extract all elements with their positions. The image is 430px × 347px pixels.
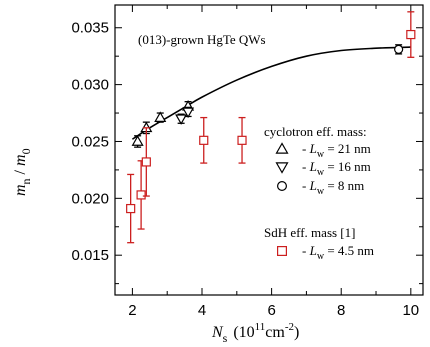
y-axis-num: m: [12, 184, 29, 196]
marker-square: [141, 157, 151, 167]
marker-square: [136, 190, 146, 200]
legend-entry-label: - Lw = 4.5 nm: [302, 243, 374, 262]
marker-triangle-up: [154, 111, 167, 122]
y-axis-num-sub: n: [19, 178, 33, 184]
y-tick-label: 0.020: [71, 190, 109, 207]
x-axis-unit-pre: (10: [233, 324, 254, 341]
y-axis-den-sub: 0: [19, 148, 33, 154]
marker-square: [277, 246, 288, 257]
legend-group2-title: SdH eff. mass [1]: [264, 225, 355, 240]
x-tick-label: 10: [402, 302, 419, 319]
marker-circle: [277, 181, 288, 192]
data-marks-layer: [126, 11, 416, 244]
x-tick-label: 8: [337, 302, 345, 319]
y-tick-label: 0.035: [71, 20, 109, 37]
legend-entry-label: - Lw = 8 nm: [302, 178, 364, 197]
y-axis-label: mn / m0: [12, 148, 33, 196]
marker-triangle-up: [275, 142, 289, 154]
marker-triangle-down: [182, 107, 195, 119]
marker-triangle-down: [175, 114, 188, 125]
y-tick-label: 0.030: [71, 77, 109, 94]
x-axis-label: Ns (1011cm-2): [211, 321, 299, 345]
marker-triangle-up: [131, 135, 144, 146]
chart-annotation: (013)-grown HgTe QWs: [138, 32, 266, 47]
x-axis-unit-post: ): [294, 324, 299, 341]
x-axis-var-sub: s: [223, 331, 228, 345]
marker-square: [126, 203, 136, 214]
marker-square: [237, 135, 247, 145]
plot-frame: [114, 4, 424, 296]
x-tick-label: 6: [267, 302, 275, 319]
x-axis-unit-exp1: 11: [255, 321, 266, 333]
marker-triangle-down: [275, 162, 289, 174]
legend: - Lw = 21 nm- Lw = 16 nm- Lw = 8 nm - Lw …: [275, 141, 374, 262]
axis-ticks: 2 4 6 8 10 0.015 0.020 0.025 0.030 0.035: [71, 5, 423, 319]
marker-circle: [394, 44, 404, 54]
x-tick-label: 4: [198, 302, 206, 319]
y-tick-label: 0.015: [71, 247, 109, 264]
legend-entry-label: - Lw = 21 nm: [302, 141, 371, 160]
x-axis-unit-exp2: -2: [285, 321, 294, 333]
y-axis-sep: /: [12, 166, 29, 178]
x-axis-var: N: [211, 324, 224, 341]
marker-square: [199, 135, 209, 145]
legend-group1-title: cyclotron eff. mass:: [264, 124, 367, 139]
y-tick-label: 0.025: [71, 133, 109, 150]
marker-square: [406, 29, 416, 40]
y-axis-den: m: [12, 154, 29, 166]
x-axis-unit-mid: cm: [265, 324, 285, 341]
legend-entry-label: - Lw = 16 nm: [302, 159, 371, 178]
x-tick-label: 2: [128, 302, 136, 319]
